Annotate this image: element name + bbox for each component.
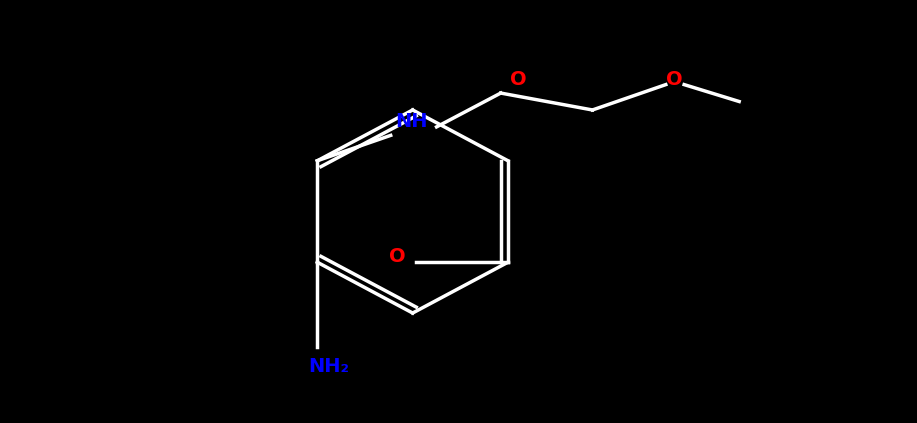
Text: O: O bbox=[389, 247, 405, 266]
Text: O: O bbox=[666, 70, 682, 88]
Text: NH: NH bbox=[395, 112, 428, 131]
Text: O: O bbox=[510, 70, 526, 88]
Text: NH₂: NH₂ bbox=[308, 357, 349, 376]
